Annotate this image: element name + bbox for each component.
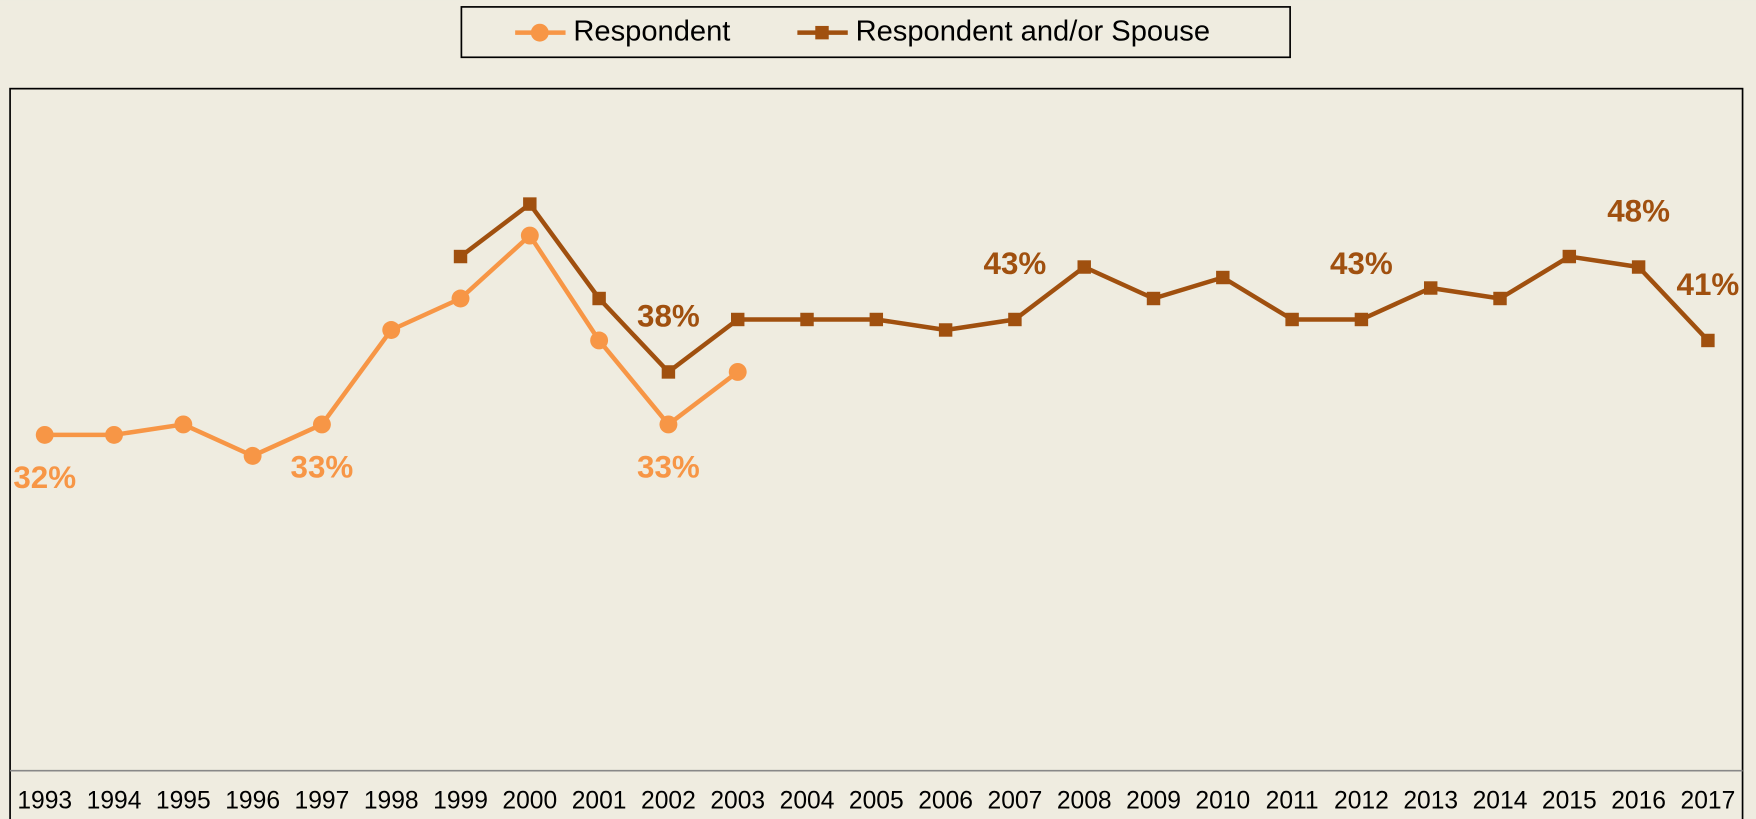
x-tick-label: 2004 xyxy=(780,788,835,815)
data-point xyxy=(382,321,401,339)
x-tick-label: 2006 xyxy=(918,788,973,815)
data-point xyxy=(1562,249,1577,264)
data-point xyxy=(105,425,123,444)
data-point xyxy=(1354,312,1369,327)
data-point xyxy=(731,312,745,327)
data-point xyxy=(590,331,609,350)
x-tick-label: 1999 xyxy=(433,788,488,815)
data-label: 43% xyxy=(984,246,1047,281)
x-tick-label: 2000 xyxy=(502,788,557,815)
legend-label: Respondent and/or Spouse xyxy=(856,15,1210,47)
x-tick-label: 2003 xyxy=(710,788,765,815)
data-point xyxy=(661,365,676,379)
x-tick-label: 2015 xyxy=(1542,788,1597,815)
x-tick-label: 2009 xyxy=(1126,788,1181,815)
data-point xyxy=(1216,270,1230,285)
data-point xyxy=(1493,291,1507,306)
x-tick-label: 2002 xyxy=(641,788,696,815)
x-tick-label: 2005 xyxy=(849,788,904,815)
legend xyxy=(460,6,1291,59)
data-label: 38% xyxy=(637,298,700,333)
x-tick-label: 2014 xyxy=(1473,788,1528,815)
data-point xyxy=(728,362,747,381)
x-tick-label: 2007 xyxy=(988,788,1043,815)
data-point xyxy=(312,415,331,434)
data-point xyxy=(35,425,54,444)
data-label: 43% xyxy=(1330,246,1393,281)
data-point xyxy=(1631,260,1646,274)
data-point xyxy=(938,323,953,337)
data-point xyxy=(1077,260,1091,274)
data-point xyxy=(1285,312,1299,327)
data-point xyxy=(243,446,262,465)
data-point xyxy=(1008,312,1022,327)
data-point xyxy=(453,249,468,264)
legend-label: Respondent xyxy=(573,15,730,47)
data-point xyxy=(174,415,193,434)
data-label: 41% xyxy=(1677,267,1740,302)
data-point xyxy=(1146,291,1161,306)
data-label: 33% xyxy=(637,449,700,484)
data-point xyxy=(520,226,539,245)
x-tick-label: 1998 xyxy=(364,788,419,815)
legend-marker xyxy=(530,23,549,42)
data-point xyxy=(451,289,470,308)
x-tick-label: 1996 xyxy=(225,788,280,815)
x-tick-label: 2012 xyxy=(1334,788,1389,815)
plot-area xyxy=(9,87,1744,819)
data-point xyxy=(869,312,884,327)
data-point xyxy=(800,312,814,327)
data-point xyxy=(1423,281,1438,295)
data-point xyxy=(523,197,537,211)
data-label: 33% xyxy=(291,449,354,484)
data-point xyxy=(1701,333,1715,348)
x-tick-label: 1994 xyxy=(87,788,142,815)
legend-marker xyxy=(815,25,829,40)
x-tick-label: 2008 xyxy=(1057,788,1112,815)
x-tick-label: 2016 xyxy=(1611,788,1666,815)
x-tick-label: 2001 xyxy=(572,788,627,815)
x-tick-label: 1993 xyxy=(17,788,72,815)
x-tick-label: 2011 xyxy=(1266,788,1319,815)
data-point xyxy=(592,291,606,306)
x-tick-label: 1995 xyxy=(156,788,211,815)
x-tick-label: 2013 xyxy=(1403,788,1458,815)
data-label: 48% xyxy=(1607,194,1670,229)
x-tick-label: 2010 xyxy=(1195,788,1250,815)
data-label: 32% xyxy=(13,460,76,495)
data-point xyxy=(659,415,678,434)
x-tick-label: 1997 xyxy=(295,788,350,815)
x-tick-label: 2017 xyxy=(1681,788,1736,815)
